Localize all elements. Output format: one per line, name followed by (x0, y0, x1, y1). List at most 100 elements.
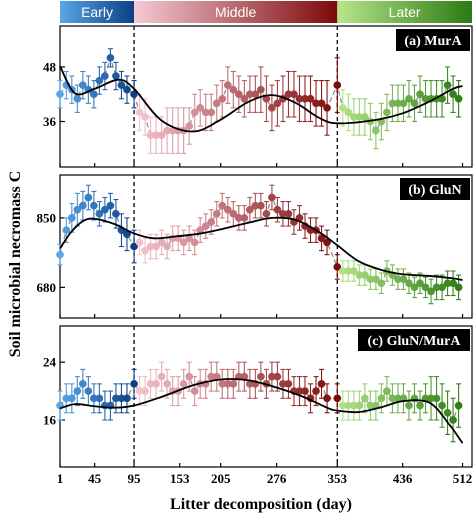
data-point (190, 387, 199, 395)
data-point (78, 379, 87, 388)
data-point (106, 53, 115, 62)
data-point (78, 81, 87, 89)
data-point (454, 401, 463, 410)
panel-2: 680 850 (b) GluN (37, 174, 473, 319)
data-point (268, 104, 276, 112)
panel-label: (a) MurA (404, 34, 462, 49)
x-tick-label: 1 (57, 471, 64, 486)
x-tick-label: 436 (393, 471, 413, 486)
y-tick-label: 680 (37, 280, 57, 295)
data-point (90, 201, 98, 210)
data-point (449, 279, 457, 288)
panel-label-box (400, 178, 470, 200)
panel-3: 16 24 (c) GluN/MurA (43, 325, 473, 468)
data-point (135, 238, 144, 247)
data-point (449, 416, 457, 424)
data-point (251, 90, 260, 99)
phase-label-later: Later (389, 4, 421, 20)
data-point (416, 279, 424, 288)
data-point (130, 379, 138, 388)
data-point (284, 209, 293, 218)
y-tick-label: 36 (43, 114, 57, 129)
panel-1: 36 48 (a) MurA (43, 25, 473, 168)
data-point (405, 279, 413, 288)
data-point (73, 387, 82, 395)
data-point (284, 379, 293, 388)
data-point (106, 201, 115, 210)
data-point (67, 214, 76, 222)
data-point (223, 81, 232, 89)
x-tick-label: 45 (88, 471, 102, 486)
phase-label-early: Early (81, 4, 113, 20)
data-point (163, 379, 171, 388)
data-point (438, 283, 446, 292)
data-point (416, 90, 424, 99)
data-point (361, 113, 369, 121)
data-point (240, 94, 249, 103)
panel-label: (b) GluN (408, 183, 461, 198)
panel-label: (c) GluN/MurA (368, 334, 462, 349)
x-tick-label: 353 (328, 471, 348, 486)
data-point (201, 222, 210, 230)
panel-label-box (358, 329, 470, 351)
data-point (317, 99, 326, 108)
data-point (190, 238, 199, 247)
x-tick-label: 205 (211, 471, 231, 486)
data-point (67, 394, 76, 403)
data-point (338, 104, 347, 112)
data-point (117, 81, 126, 89)
x-tick-label: 512 (453, 471, 473, 486)
panel-label-box (396, 29, 470, 51)
data-point (207, 108, 216, 117)
data-point (377, 394, 386, 403)
data-point (257, 85, 265, 94)
x-tick-label: 95 (128, 471, 142, 486)
data-point (372, 275, 380, 284)
data-point (234, 90, 243, 99)
data-point (383, 387, 391, 395)
data-point (207, 218, 216, 226)
panels: 36 48 (a) MurA 680 850 (b) GluN 16 24 (c) GluN/M… (37, 25, 473, 468)
data-point (84, 387, 93, 395)
data-point (73, 205, 82, 214)
data-point (152, 242, 160, 251)
data-point (372, 126, 380, 135)
data-point (123, 85, 131, 94)
data-point (190, 108, 199, 117)
data-point (112, 72, 120, 80)
x-tick-label: 276 (267, 471, 287, 486)
data-point (56, 250, 64, 259)
data-point (323, 238, 331, 247)
y-tick-label: 850 (37, 210, 57, 225)
data-point (196, 104, 205, 112)
phase-band-middle (134, 1, 338, 23)
x-axis-title: Litter decomposition (day) (170, 496, 352, 513)
data-point (317, 379, 326, 388)
data-point (410, 283, 419, 292)
data-point (101, 72, 109, 80)
data-point (399, 275, 408, 284)
data-point (62, 226, 71, 235)
data-point (185, 372, 194, 381)
data-point (152, 379, 160, 388)
data-point (218, 94, 227, 103)
data-point (240, 214, 249, 222)
data-point (323, 394, 331, 403)
data-point (443, 408, 452, 417)
y-tick-label: 16 (43, 413, 57, 428)
data-point (212, 209, 221, 218)
data-point (141, 113, 149, 121)
data-point (333, 263, 342, 271)
data-point (273, 372, 282, 381)
data-point (421, 283, 430, 292)
data-point (323, 104, 331, 112)
data-point (223, 205, 232, 214)
data-point (95, 76, 104, 85)
y-tick-label: 24 (43, 355, 57, 370)
fitted-curve (59, 216, 463, 281)
data-point (218, 201, 227, 210)
data-point (273, 205, 282, 214)
data-point (56, 90, 64, 99)
phase-band-later (337, 1, 472, 23)
data-point (333, 81, 342, 89)
